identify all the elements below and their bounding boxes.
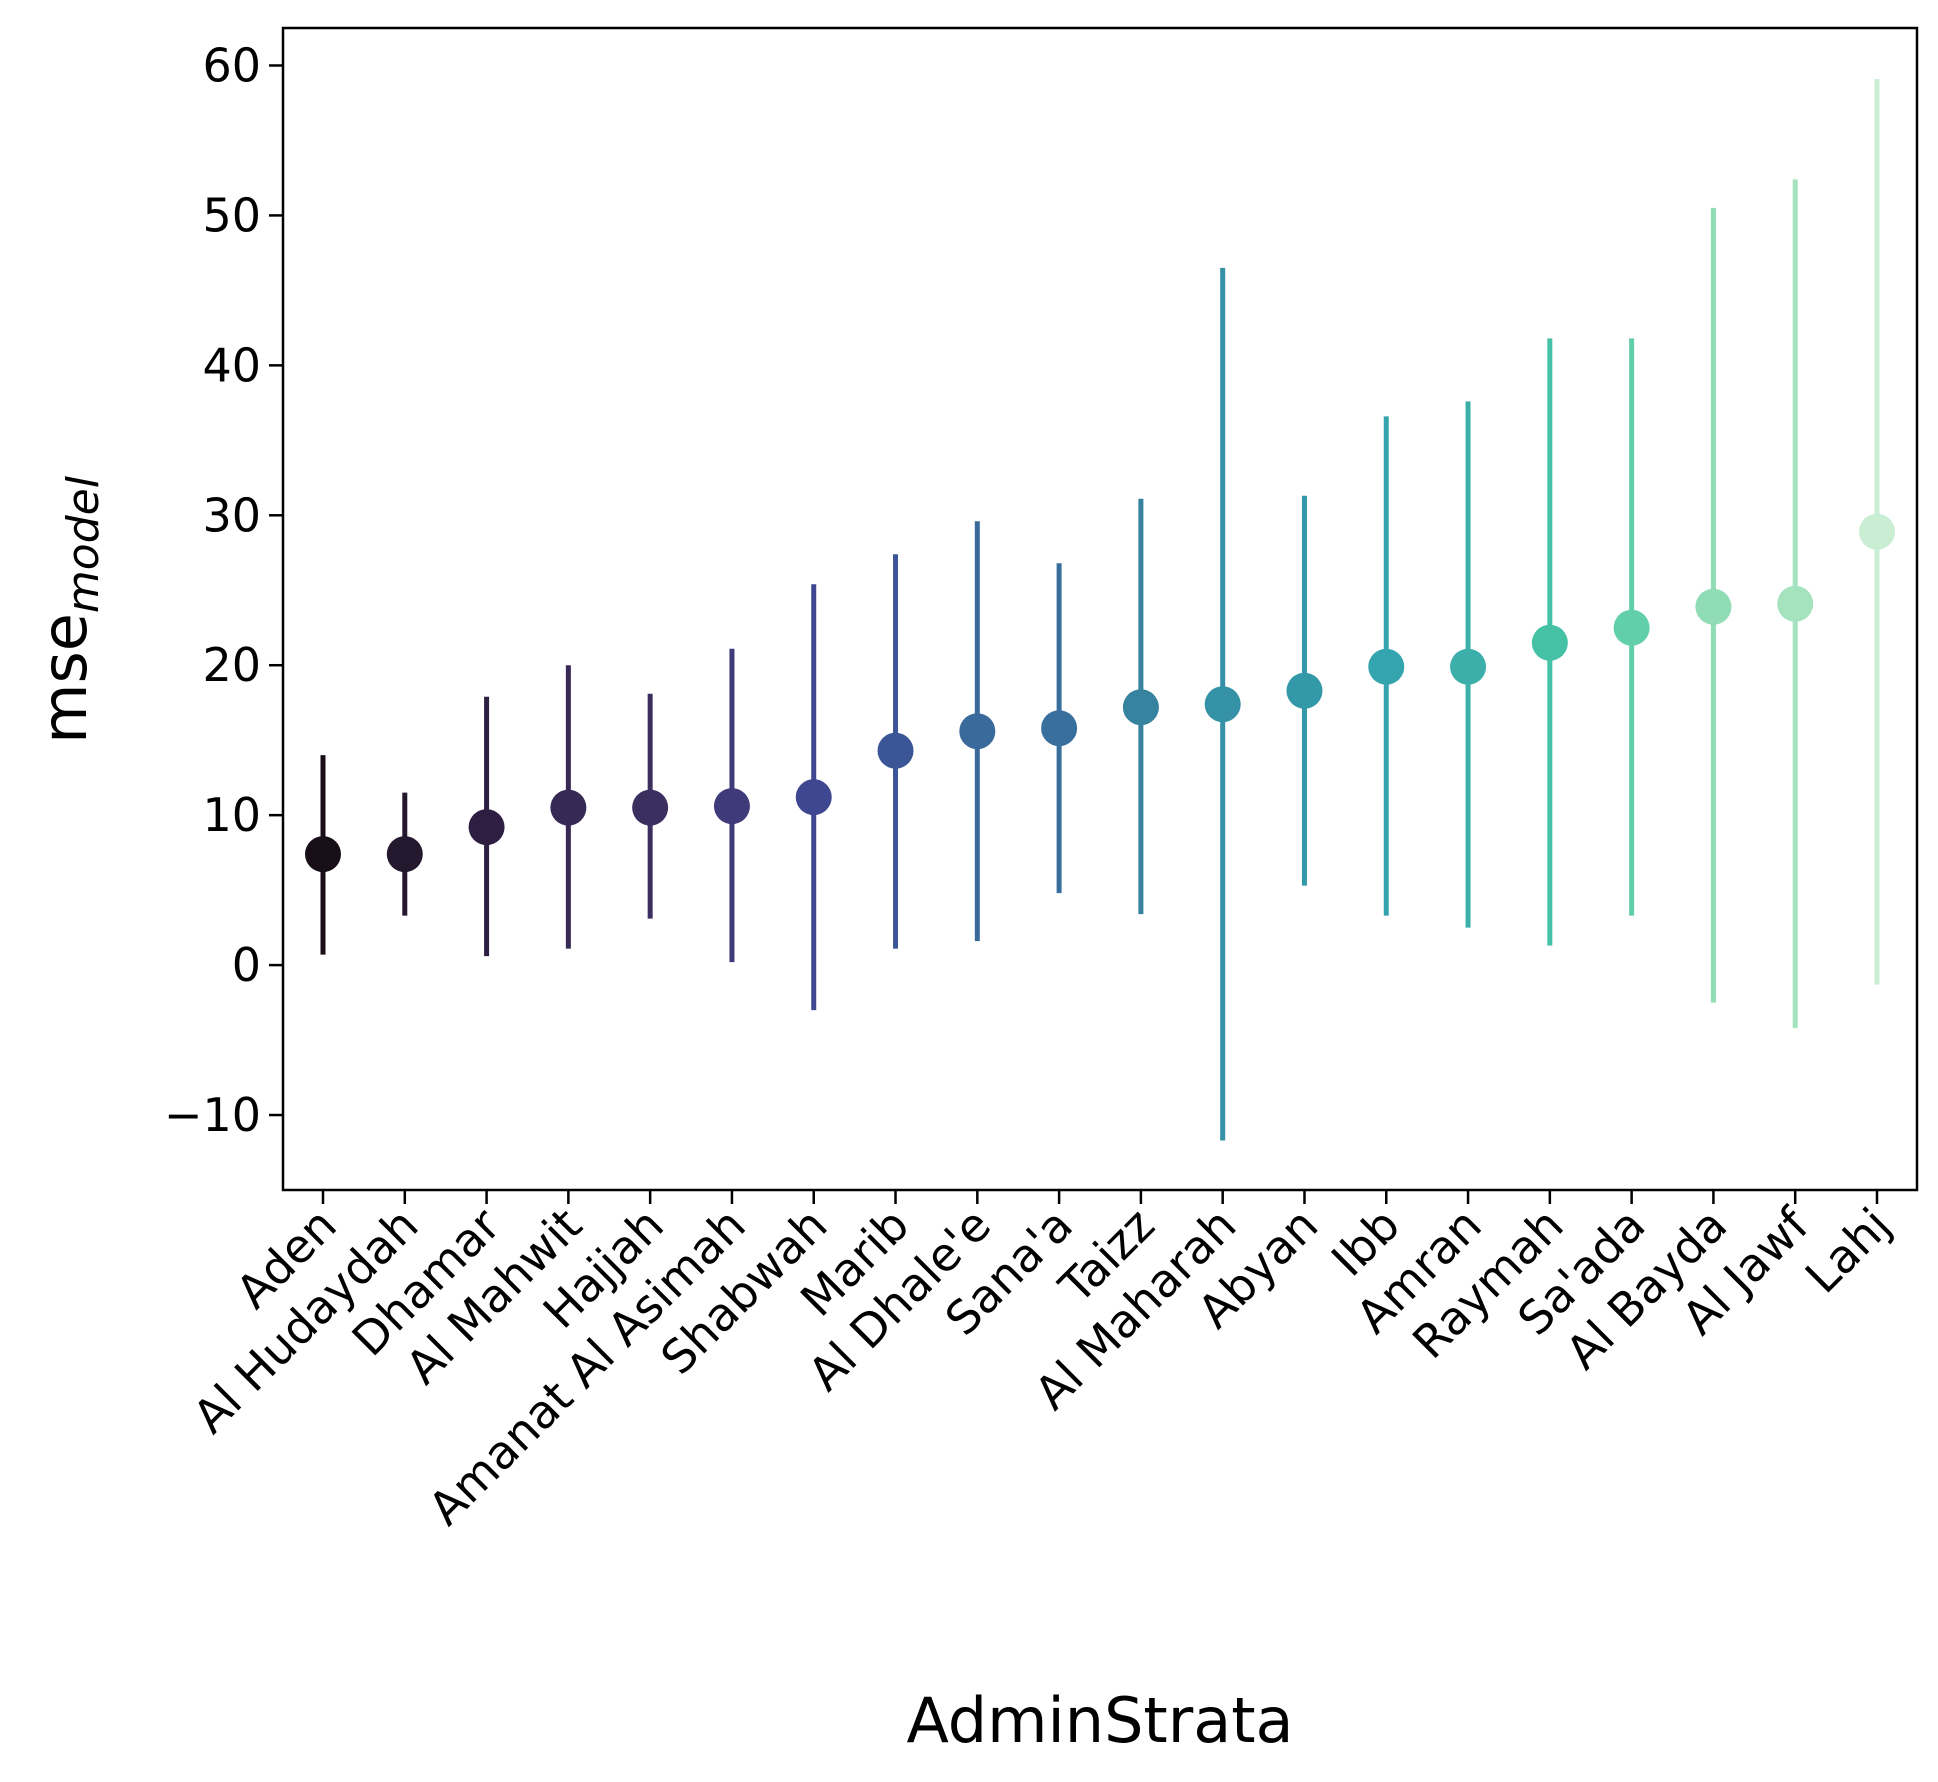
data-point (1123, 689, 1159, 725)
data-point (1777, 586, 1813, 622)
y-tick-label: 40 (202, 338, 261, 392)
data-point (550, 790, 586, 826)
y-axis-title-subscript: model (58, 475, 109, 613)
data-point (1368, 649, 1404, 685)
data-point (714, 788, 750, 824)
data-point (469, 809, 505, 845)
data-point (1859, 514, 1895, 550)
y-tick-label: 30 (202, 488, 261, 542)
data-point (1532, 625, 1568, 661)
data-point (1695, 589, 1731, 625)
x-axis-title: AdminStrata (906, 1684, 1293, 1757)
y-tick-label: 10 (202, 788, 261, 842)
y-tick-label: −10 (164, 1088, 261, 1142)
data-point (1614, 610, 1650, 646)
data-point (1286, 673, 1322, 709)
y-tick-label: 50 (202, 188, 261, 242)
data-point (1205, 686, 1241, 722)
data-point (1450, 649, 1486, 685)
data-point (387, 836, 423, 872)
y-axis-title-main: mse (28, 613, 101, 744)
data-point (1041, 710, 1077, 746)
y-tick-label: 20 (202, 638, 261, 692)
data-point (632, 790, 668, 826)
data-point (959, 713, 995, 749)
y-axis-title: msemodel (28, 475, 109, 744)
y-tick-label: 60 (202, 38, 261, 92)
chart-marks (305, 79, 1895, 1141)
y-axis-ticks: −10 0 10 20 30 40 50 60 (164, 38, 283, 1142)
data-point (305, 836, 341, 872)
data-point (878, 733, 914, 769)
plot-frame (283, 28, 1917, 1190)
x-tick-label: Lahj (1795, 1198, 1901, 1304)
y-tick-label: 0 (232, 938, 261, 992)
data-point (796, 779, 832, 815)
